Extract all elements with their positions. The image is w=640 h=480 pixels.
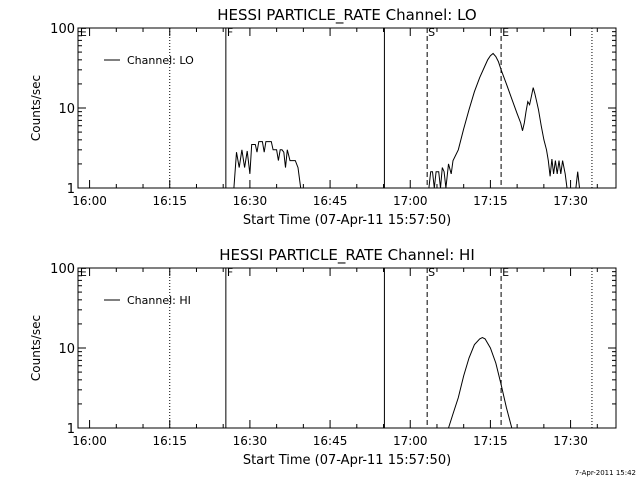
chart-title: HESSI PARTICLE_RATE Channel: HI bbox=[219, 246, 475, 265]
x-tick-label: 16:45 bbox=[313, 434, 348, 448]
plot-frame bbox=[77, 267, 617, 429]
x-tick-label: 16:45 bbox=[313, 194, 348, 208]
x-tick-label: 16:00 bbox=[72, 194, 107, 208]
y-tick-label: 1 bbox=[67, 422, 75, 437]
x-axis-label: Start Time (07-Apr-11 15:57:50) bbox=[243, 453, 451, 468]
x-tick-label: 16:00 bbox=[72, 434, 107, 448]
event-marker-label: S bbox=[428, 266, 435, 279]
event-marker-label: S bbox=[428, 26, 435, 39]
chart-panel-2: HESSI PARTICLE_RATE Channel: HI Counts/se… bbox=[29, 246, 617, 468]
event-marker-label: F bbox=[227, 26, 233, 39]
data-series-line bbox=[448, 337, 513, 429]
y-tick-label: 10 bbox=[58, 102, 75, 117]
y-tick-label: 10 bbox=[58, 342, 75, 357]
x-tick-label: 16:30 bbox=[233, 194, 268, 208]
data-series-line bbox=[428, 52, 568, 189]
x-tick-label: 17:00 bbox=[393, 434, 428, 448]
chart-panel-1: HESSI PARTICLE_RATE Channel: LO Counts/se… bbox=[29, 6, 617, 228]
y-tick-label: 1 bbox=[67, 182, 75, 197]
x-tick-label: 17:00 bbox=[393, 194, 428, 208]
x-tick-label: 16:15 bbox=[152, 434, 187, 448]
x-tick-label: 17:15 bbox=[473, 194, 508, 208]
event-marker-label: E bbox=[80, 26, 87, 39]
event-marker-label: E bbox=[502, 266, 509, 279]
legend-label: Channel: LO bbox=[127, 54, 194, 67]
event-marker-label: E bbox=[502, 26, 509, 39]
x-tick-label: 17:30 bbox=[553, 434, 588, 448]
plot-frame bbox=[77, 27, 617, 189]
chart-title: HESSI PARTICLE_RATE Channel: LO bbox=[217, 6, 476, 25]
data-series-line bbox=[575, 171, 580, 189]
legend-label: Channel: HI bbox=[127, 294, 191, 307]
x-axis-label: Start Time (07-Apr-11 15:57:50) bbox=[243, 213, 451, 228]
y-tick-label: 100 bbox=[50, 22, 75, 37]
y-tick-label: 100 bbox=[50, 262, 75, 277]
data-series-line bbox=[233, 141, 302, 189]
x-tick-label: 16:30 bbox=[233, 434, 268, 448]
x-tick-label: 17:15 bbox=[473, 434, 508, 448]
x-tick-label: 16:15 bbox=[152, 194, 187, 208]
y-axis-label: Counts/sec bbox=[29, 75, 43, 141]
footer-timestamp: 7-Apr-2011 15:42 bbox=[575, 469, 636, 477]
y-axis-label: Counts/sec bbox=[29, 315, 43, 381]
x-tick-label: 17:30 bbox=[553, 194, 588, 208]
event-marker-label: E bbox=[80, 266, 87, 279]
event-marker-label: F bbox=[227, 266, 233, 279]
